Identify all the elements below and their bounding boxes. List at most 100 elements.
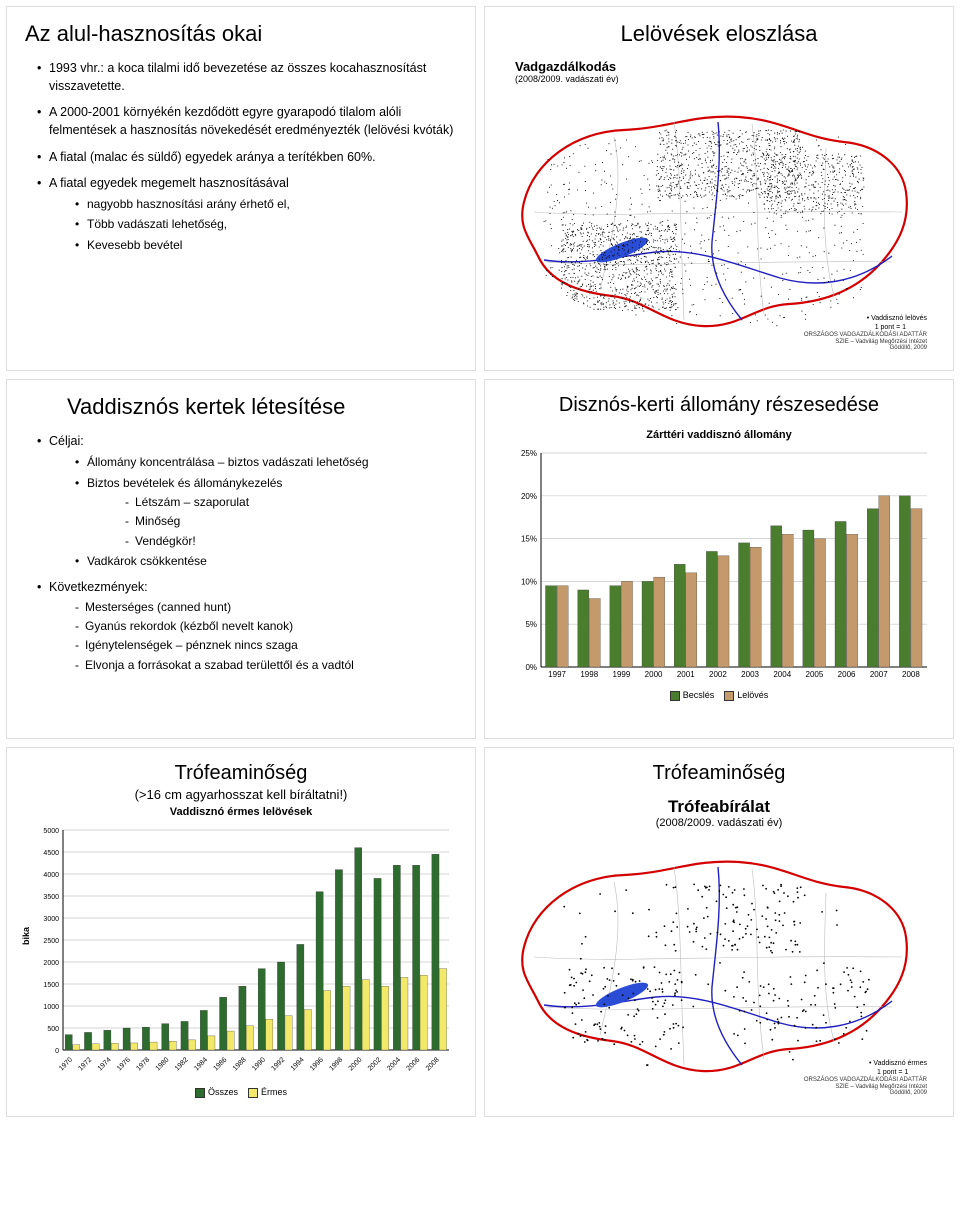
svg-text:3000: 3000: [43, 916, 59, 923]
sub-bullet: Vadkárok csökkentése: [75, 553, 457, 570]
svg-text:1988: 1988: [232, 1056, 248, 1072]
map-title: Trófeabírálat: [503, 797, 935, 817]
panel-title: Lelövések eloszlása: [503, 21, 935, 47]
svg-text:1998: 1998: [328, 1056, 344, 1072]
panel-title: Az alul-hasznosítás okai: [25, 21, 457, 47]
panel-title: Trófeaminőség: [25, 762, 457, 785]
dash-item: Igénytelenségek – pénznek nincs szaga: [75, 637, 457, 654]
panel-title: Disznós-kerti állomány részesedése: [503, 394, 935, 417]
svg-text:1500: 1500: [43, 982, 59, 989]
svg-text:500: 500: [47, 1026, 59, 1033]
sub-bullet-text: Biztos bevételek és állománykezelés: [87, 476, 282, 490]
bullet-list: Céljai: Állomány koncentrálása – biztos …: [25, 432, 457, 674]
legend-swatch: [195, 1088, 205, 1098]
svg-text:1970: 1970: [58, 1056, 74, 1072]
svg-text:2008: 2008: [902, 670, 920, 679]
bullet: A 2000-2001 környékén kezdődött egyre gy…: [37, 103, 457, 139]
legend-label: Érmes: [261, 1087, 287, 1097]
legend-swatch: [248, 1088, 258, 1098]
svg-text:5000: 5000: [43, 828, 59, 835]
svg-text:10%: 10%: [521, 577, 537, 586]
svg-text:1984: 1984: [193, 1056, 209, 1072]
svg-text:1990: 1990: [251, 1056, 267, 1072]
svg-text:2004: 2004: [773, 670, 791, 679]
legend-item: Összes: [195, 1087, 238, 1098]
svg-text:1992: 1992: [270, 1056, 286, 1072]
svg-text:1974: 1974: [97, 1056, 113, 1072]
legend-label: Becslés: [683, 690, 715, 700]
bar-chart: 0%5%10%15%20%25%199719981999200020012002…: [503, 447, 935, 687]
chart-subtitle: Zárttéri vaddisznó állomány: [503, 429, 935, 441]
svg-text:1982: 1982: [174, 1056, 190, 1072]
svg-text:2006: 2006: [405, 1056, 421, 1072]
legend-swatch: [724, 691, 734, 701]
hungary-map: • Vaddisznó lelövés1 pont = 1ORSZÁGOS VA…: [503, 92, 935, 352]
svg-text:2007: 2007: [870, 670, 888, 679]
panel-subtitle: (>16 cm agyarhosszat kell bíráltatni!): [25, 787, 457, 802]
bullet: Céljai: Állomány koncentrálása – biztos …: [37, 432, 457, 570]
svg-text:2001: 2001: [677, 670, 695, 679]
dash-item: Elvonja a forrásokat a szabad területtől…: [75, 657, 457, 674]
svg-text:3500: 3500: [43, 894, 59, 901]
svg-text:4000: 4000: [43, 872, 59, 879]
svg-text:1000: 1000: [43, 1004, 59, 1011]
map-subtitle: (2008/2009. vadászati év): [503, 817, 935, 829]
dash-item: Létszám – szaporulat: [125, 494, 457, 511]
svg-text:0%: 0%: [525, 663, 537, 672]
panel-trophy-quality-chart: Trófeaminőség (>16 cm agyarhosszat kell …: [6, 747, 476, 1117]
bullet: Következmények: Mesterséges (canned hunt…: [37, 578, 457, 674]
svg-text:2002: 2002: [709, 670, 727, 679]
svg-text:2004: 2004: [386, 1056, 402, 1072]
dash-item: Vendégkör!: [125, 533, 457, 550]
svg-text:5%: 5%: [525, 620, 537, 629]
y-axis-label: bika: [21, 927, 31, 945]
svg-text:2003: 2003: [741, 670, 759, 679]
dash-item: Mesterséges (canned hunt): [75, 599, 457, 616]
bullet: A fiatal (malac és süldő) egyedek aránya…: [37, 148, 457, 166]
svg-text:1994: 1994: [290, 1056, 306, 1072]
panel-title: Vaddisznós kertek létesítése: [67, 394, 457, 420]
svg-text:1998: 1998: [580, 670, 598, 679]
dash-list: Mesterséges (canned hunt) Gyanús rekordo…: [49, 599, 457, 675]
svg-text:2006: 2006: [838, 670, 856, 679]
svg-text:1972: 1972: [77, 1056, 93, 1072]
sub-bullet: Biztos bevételek és állománykezelés Léts…: [75, 475, 457, 551]
svg-text:2000: 2000: [645, 670, 663, 679]
dash-item: Gyanús rekordok (kézből nevelt kanok): [75, 618, 457, 635]
legend-label: Lelövés: [737, 690, 768, 700]
svg-text:2000: 2000: [43, 960, 59, 967]
bullet-list: 1993 vhr.: a koca tilalmi idő bevezetése…: [25, 59, 457, 254]
bullet-text: A fiatal egyedek megemelt hasznosításáva…: [49, 176, 289, 190]
panel-shots-distribution: Lelövések eloszlása Vadgazdálkodás (2008…: [484, 6, 954, 371]
svg-text:1986: 1986: [212, 1056, 228, 1072]
panel-trophy-quality-map: Trófeaminőség Trófeabírálat (2008/2009. …: [484, 747, 954, 1117]
map-subtitle: (2008/2009. vadászati év): [515, 74, 935, 84]
svg-text:2000: 2000: [348, 1056, 364, 1072]
svg-text:1997: 1997: [548, 670, 566, 679]
bullet-text: Céljai:: [49, 434, 84, 448]
sub-bullet: Több vadászati lehetőség,: [75, 216, 457, 233]
svg-text:2005: 2005: [806, 670, 824, 679]
svg-text:2002: 2002: [367, 1056, 383, 1072]
svg-text:0: 0: [55, 1048, 59, 1055]
chart-legend: Becslés Lelövés: [503, 690, 935, 701]
sub-bullet-list: Állomány koncentrálása – biztos vadászat…: [49, 454, 457, 570]
panel-park-share-chart: Disznós-kerti állomány részesedése Zártt…: [484, 379, 954, 739]
legend-item: Érmes: [248, 1087, 287, 1098]
map-title: Vadgazdálkodás: [515, 59, 935, 74]
sub-bullet-list: nagyobb hasznosítási arány érhető el, Tö…: [49, 196, 457, 254]
svg-text:1976: 1976: [116, 1056, 132, 1072]
chart-subtitle: Vaddisznó érmes lelövések: [25, 806, 457, 818]
svg-text:1980: 1980: [155, 1056, 171, 1072]
dash-item: Minőség: [125, 513, 457, 530]
svg-text:15%: 15%: [521, 535, 537, 544]
svg-text:1996: 1996: [309, 1056, 325, 1072]
bar-chart: 0500100015002000250030003500400045005000…: [25, 824, 457, 1084]
legend-item: Lelövés: [724, 690, 768, 701]
dash-list: Létszám – szaporulat Minőség Vendégkör!: [87, 494, 457, 550]
bullet: A fiatal egyedek megemelt hasznosításáva…: [37, 174, 457, 254]
chart-legend: Összes Érmes: [25, 1087, 457, 1098]
panel-boar-parks: Vaddisznós kertek létesítése Céljai: Áll…: [6, 379, 476, 739]
bullet: 1993 vhr.: a koca tilalmi idő bevezetése…: [37, 59, 457, 95]
hungary-map: • Vaddisznó érmes1 pont = 1ORSZÁGOS VADG…: [503, 837, 935, 1097]
